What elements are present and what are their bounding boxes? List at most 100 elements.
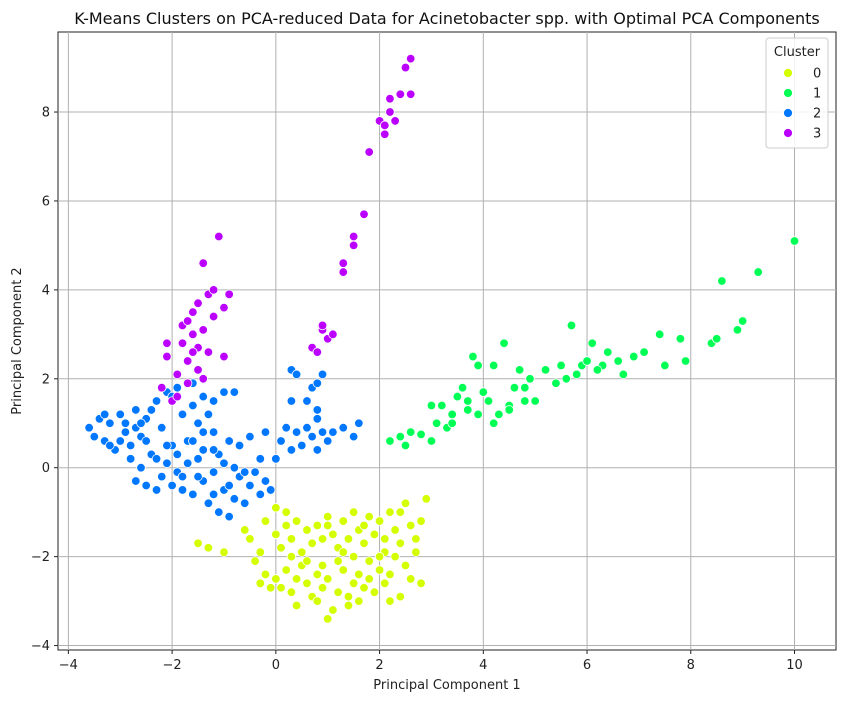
point-cluster-1 bbox=[400, 440, 411, 451]
point-cluster-0 bbox=[338, 565, 348, 575]
point-cluster-1 bbox=[494, 409, 504, 420]
point-cluster-2 bbox=[224, 436, 234, 446]
point-cluster-1 bbox=[675, 334, 686, 344]
point-cluster-2 bbox=[208, 445, 219, 455]
point-cluster-2 bbox=[281, 422, 291, 433]
point-cluster-3 bbox=[198, 374, 208, 384]
point-cluster-1 bbox=[457, 382, 468, 393]
point-cluster-3 bbox=[182, 378, 193, 388]
point-cluster-0 bbox=[286, 587, 297, 597]
point-cluster-2 bbox=[302, 396, 312, 406]
point-cluster-2 bbox=[105, 440, 115, 451]
point-cluster-2 bbox=[198, 391, 208, 402]
legend-title: Cluster bbox=[774, 45, 821, 60]
point-cluster-2 bbox=[312, 378, 323, 388]
point-cluster-0 bbox=[302, 525, 312, 535]
point-cluster-2 bbox=[208, 467, 219, 477]
point-cluster-2 bbox=[125, 440, 136, 451]
point-cluster-0 bbox=[317, 534, 328, 544]
point-cluster-0 bbox=[400, 498, 411, 508]
point-cluster-2 bbox=[245, 480, 255, 491]
point-cluster-0 bbox=[364, 556, 374, 566]
point-cluster-0 bbox=[245, 534, 255, 544]
point-cluster-2 bbox=[177, 471, 188, 482]
point-cluster-1 bbox=[463, 396, 473, 406]
legend-marker-2 bbox=[783, 108, 793, 118]
point-cluster-2 bbox=[307, 431, 317, 442]
point-cluster-0 bbox=[219, 547, 229, 557]
x-tick-label: 2 bbox=[375, 658, 383, 673]
point-cluster-3 bbox=[395, 89, 406, 99]
point-cluster-0 bbox=[374, 565, 385, 575]
point-cluster-0 bbox=[380, 534, 390, 544]
point-cluster-0 bbox=[354, 569, 364, 580]
point-cluster-1 bbox=[416, 429, 426, 440]
point-cluster-1 bbox=[629, 351, 639, 362]
point-cluster-0 bbox=[317, 583, 328, 593]
y-tick-label: 8 bbox=[42, 106, 50, 121]
point-cluster-2 bbox=[312, 405, 323, 415]
point-cluster-0 bbox=[338, 516, 348, 526]
point-cluster-2 bbox=[151, 454, 162, 464]
point-cluster-1 bbox=[561, 374, 571, 384]
point-cluster-3 bbox=[182, 356, 193, 366]
data-points bbox=[84, 53, 800, 624]
y-tick-label: −2 bbox=[31, 550, 50, 565]
point-cluster-1 bbox=[431, 418, 442, 428]
point-cluster-3 bbox=[312, 347, 323, 357]
point-cluster-1 bbox=[525, 374, 535, 384]
point-cluster-0 bbox=[302, 578, 312, 589]
point-cluster-0 bbox=[276, 543, 286, 553]
point-cluster-2 bbox=[203, 498, 214, 508]
point-cluster-2 bbox=[177, 409, 188, 420]
x-tick-label: 8 bbox=[687, 658, 695, 673]
point-cluster-2 bbox=[105, 418, 115, 428]
point-cluster-0 bbox=[364, 511, 374, 522]
point-cluster-2 bbox=[250, 467, 260, 477]
legend: Cluster 0 1 2 3 bbox=[765, 37, 829, 149]
point-cluster-2 bbox=[193, 418, 203, 428]
point-cluster-2 bbox=[203, 409, 214, 420]
x-tick-label: 6 bbox=[583, 658, 591, 673]
point-cluster-0 bbox=[255, 578, 265, 589]
point-cluster-0 bbox=[281, 520, 291, 531]
point-cluster-1 bbox=[385, 436, 395, 446]
x-tick-label: −2 bbox=[163, 658, 182, 673]
point-cluster-1 bbox=[613, 356, 623, 366]
point-cluster-2 bbox=[260, 427, 271, 437]
point-cluster-0 bbox=[343, 534, 354, 544]
point-cluster-0 bbox=[369, 529, 380, 540]
point-cluster-0 bbox=[250, 556, 260, 566]
point-cluster-2 bbox=[125, 454, 136, 464]
point-cluster-0 bbox=[390, 551, 400, 562]
point-cluster-2 bbox=[131, 476, 141, 486]
point-cluster-1 bbox=[587, 338, 597, 348]
point-cluster-0 bbox=[385, 569, 395, 580]
point-cluster-2 bbox=[229, 463, 240, 473]
point-cluster-2 bbox=[172, 382, 182, 393]
point-cluster-2 bbox=[291, 427, 302, 437]
legend-label-0: 0 bbox=[813, 67, 821, 82]
point-cluster-3 bbox=[385, 93, 395, 104]
point-cluster-0 bbox=[416, 578, 426, 589]
point-cluster-2 bbox=[255, 489, 265, 500]
point-cluster-1 bbox=[520, 396, 530, 406]
legend-marker-0 bbox=[783, 68, 793, 78]
point-cluster-3 bbox=[359, 209, 369, 219]
point-cluster-2 bbox=[193, 471, 203, 482]
point-cluster-0 bbox=[291, 516, 302, 526]
point-cluster-2 bbox=[317, 369, 328, 380]
point-cluster-0 bbox=[312, 596, 323, 606]
point-cluster-1 bbox=[571, 369, 582, 380]
point-cluster-2 bbox=[157, 471, 167, 482]
x-tick-label: 0 bbox=[272, 658, 280, 673]
point-cluster-3 bbox=[198, 325, 208, 335]
point-cluster-3 bbox=[219, 302, 229, 313]
point-cluster-1 bbox=[540, 365, 551, 375]
point-cluster-0 bbox=[240, 525, 250, 535]
point-cluster-2 bbox=[115, 409, 125, 420]
point-cluster-2 bbox=[146, 405, 157, 415]
grid-lines bbox=[58, 32, 836, 650]
point-cluster-0 bbox=[385, 507, 395, 517]
